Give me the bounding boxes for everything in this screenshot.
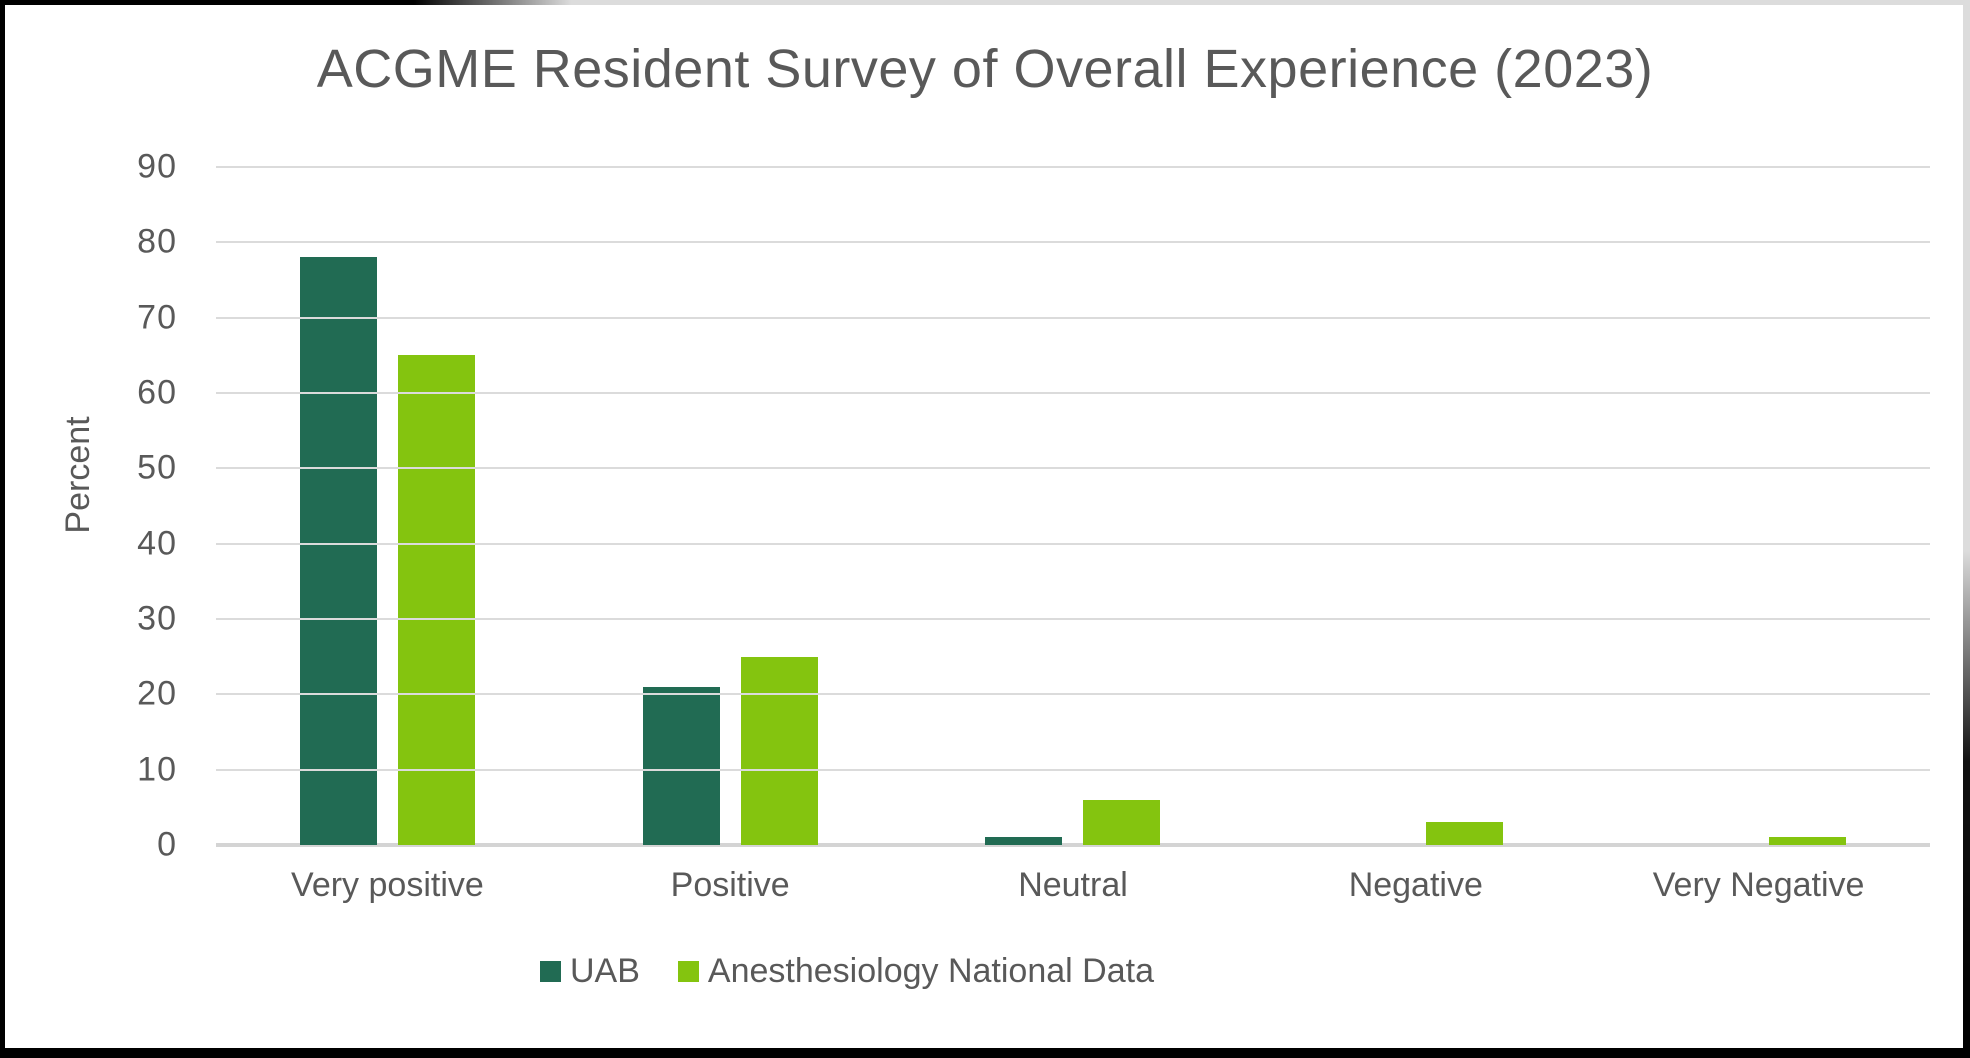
y-tick-label-30: 30: [137, 599, 177, 638]
bar-uab-very-positive: [299, 257, 377, 845]
legend-swatch-anesthesiology-national-data: [677, 961, 699, 982]
x-axis-label-negative: Negative: [1348, 866, 1483, 904]
gridline-60: [216, 391, 1930, 394]
bar-group-very-positive: [216, 167, 559, 845]
gridline-80: [216, 241, 1930, 244]
x-axis-line: [216, 843, 1930, 847]
bar-group-very-negative: [1587, 167, 1930, 845]
gridline-40: [216, 542, 1930, 545]
bar-anesthesiology-national-data-neutral: [1083, 799, 1161, 845]
bar-uab-neutral: [985, 837, 1063, 845]
bar-anesthesiology-national-data-positive: [740, 656, 818, 845]
legend: UAB Anesthesiology National Data: [0, 952, 1694, 991]
plot-area: 0 10 20 30 40 50 60 70 80 90: [137, 148, 1930, 864]
bar-anesthesiology-national-data-very-positive: [397, 355, 475, 845]
legend-label-uab: UAB: [570, 952, 640, 990]
x-axis-label-neutral: Neutral: [1018, 866, 1128, 904]
bar-group-neutral: [902, 167, 1245, 845]
x-axis-labels: Very positive Positive Neutral Negative Very…: [216, 866, 1930, 905]
bar-anesthesiology-national-data-very-negative: [1769, 837, 1847, 845]
gridline-90: [216, 166, 1930, 168]
gridline-10: [216, 768, 1930, 771]
bar-group-negative: [1244, 167, 1587, 845]
frame-border-left: [0, 0, 5, 1058]
y-tick-label-90: 90: [137, 147, 177, 186]
y-tick-label-70: 70: [137, 298, 177, 337]
legend-item-uab: UAB: [540, 952, 640, 991]
bar-uab-positive: [642, 686, 720, 845]
y-tick-label-40: 40: [137, 524, 177, 563]
gridline-50: [216, 467, 1930, 470]
bar-anesthesiology-national-data-negative: [1426, 822, 1504, 845]
y-tick-label-50: 50: [137, 448, 177, 487]
x-axis-label-very-negative: Very Negative: [1652, 866, 1865, 904]
gridline-30: [216, 617, 1930, 620]
y-tick-label-0: 0: [157, 825, 177, 864]
gridline-70: [216, 316, 1930, 319]
legend-item-anesthesiology-national-data: Anesthesiology National Data: [677, 952, 1154, 991]
y-tick-label-20: 20: [137, 674, 177, 713]
y-tick-label-10: 10: [137, 750, 177, 789]
legend-swatch-uab: [540, 961, 561, 982]
bars-layer: [216, 167, 1930, 845]
frame-border-top: [0, 0, 1970, 5]
x-axis-label-very-positive: Very positive: [291, 866, 484, 904]
y-tick-label-80: 80: [137, 222, 177, 261]
bar-group-positive: [559, 167, 902, 845]
legend-label-anesthesiology-national-data: Anesthesiology National Data: [707, 952, 1154, 990]
x-axis-label-positive: Positive: [670, 866, 790, 904]
gridline-20: [216, 693, 1930, 696]
frame-border-right: [1963, 0, 1970, 1058]
frame-border-bottom: [0, 1048, 1970, 1058]
chart-title: ACGME Resident Survey of Overall Experie…: [316, 39, 1654, 99]
y-axis-title: Percent: [58, 416, 97, 534]
y-tick-label-60: 60: [137, 373, 177, 412]
